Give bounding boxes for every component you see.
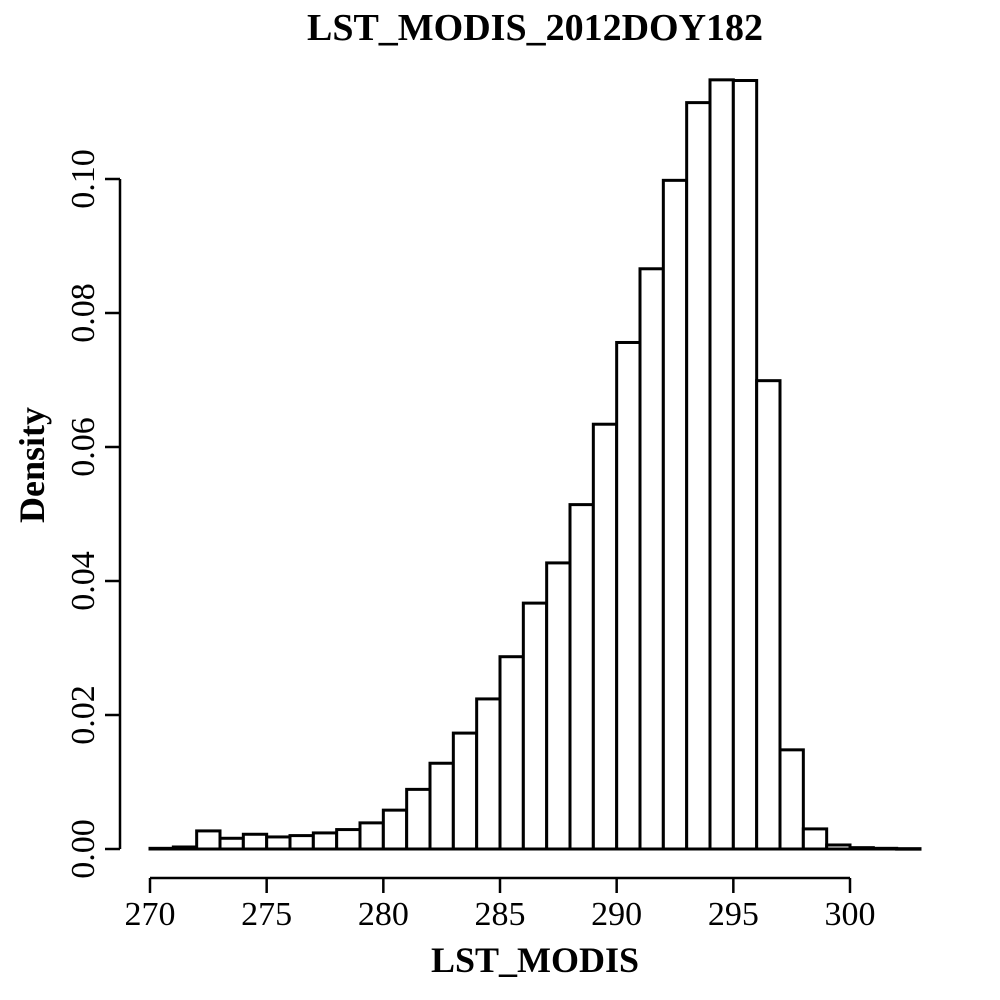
histogram-bar (545, 561, 572, 851)
histogram-bar (731, 79, 759, 851)
y-tick-label: 0.00 (65, 819, 102, 879)
histogram-bar (241, 832, 269, 851)
histogram-bar (895, 847, 922, 851)
histogram-bar (498, 655, 525, 851)
histogram-bar (405, 787, 432, 851)
histogram-bar (568, 503, 595, 851)
histogram-bar (825, 843, 852, 851)
x-tick-label: 270 (125, 896, 176, 933)
histogram-bar (778, 748, 805, 851)
histogram-bar (195, 829, 222, 851)
y-tick-label: 0.06 (65, 417, 102, 477)
y-tick-label: 0.10 (65, 149, 102, 209)
x-tick-label: 290 (591, 896, 642, 933)
histogram-bar (685, 101, 712, 851)
y-axis-label: Density (12, 407, 52, 523)
histogram-bar (661, 178, 689, 851)
bars-group (148, 78, 922, 851)
histogram-bar (265, 835, 292, 851)
y-tick-label: 0.08 (65, 283, 102, 343)
histogram-bar (171, 845, 199, 851)
histogram-bar (615, 340, 642, 851)
histogram-bar (428, 761, 455, 851)
histogram-bar (475, 697, 502, 851)
histogram-bar (218, 836, 245, 851)
histogram-bar (148, 846, 175, 851)
y-axis: 0.00 0.02 0.04 0.06 0.08 0.10 (65, 149, 122, 879)
histogram-bar (288, 834, 315, 851)
histogram-bar (358, 821, 385, 851)
histogram-bar (638, 267, 665, 851)
histogram-bar (708, 78, 735, 851)
histogram-bar (451, 731, 479, 851)
y-tick-label: 0.04 (65, 551, 102, 611)
histogram-bar (311, 831, 339, 851)
histogram-bar (381, 808, 409, 851)
histogram-bar (848, 846, 875, 851)
histogram-bar (871, 846, 899, 851)
histogram-bar (521, 601, 549, 851)
x-tick-label: 300 (825, 896, 876, 933)
x-axis-label: LST_MODIS (431, 940, 639, 980)
y-tick-label: 0.02 (65, 685, 102, 745)
histogram-bar (801, 827, 829, 851)
x-tick-label: 285 (475, 896, 526, 933)
histogram-bar (591, 422, 619, 851)
x-tick-label: 275 (241, 896, 292, 933)
histogram-bar (755, 379, 782, 851)
chart-title: LST_MODIS_2012DOY182 (307, 7, 763, 49)
x-axis: 270 275 280 285 290 295 300 (125, 876, 876, 933)
x-tick-label: 295 (708, 896, 759, 933)
histogram-bar (335, 828, 362, 851)
x-tick-label: 280 (358, 896, 409, 933)
